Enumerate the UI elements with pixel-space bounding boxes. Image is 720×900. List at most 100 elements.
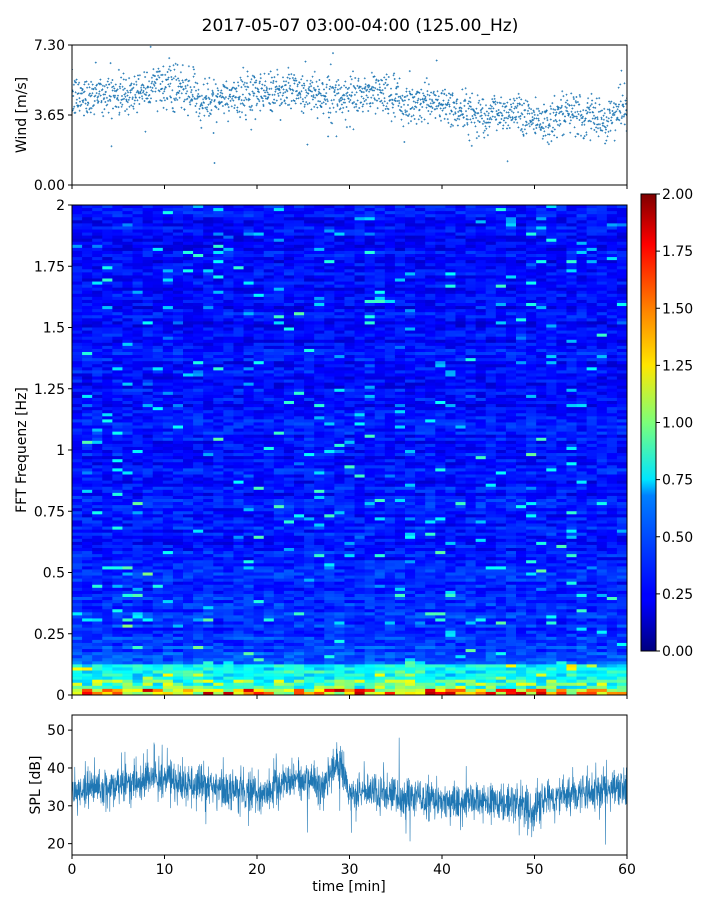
spectrogram-cell bbox=[152, 471, 164, 475]
spectrogram-cell bbox=[425, 330, 436, 334]
spectrogram-cell bbox=[536, 471, 547, 475]
spectrogram-cell bbox=[435, 266, 446, 270]
spectrogram-cell bbox=[425, 453, 436, 457]
spectrogram-cell bbox=[606, 471, 618, 475]
spectrogram-cell bbox=[203, 318, 214, 322]
spectrogram-cell bbox=[283, 339, 295, 344]
spectrogram-cell bbox=[516, 321, 527, 325]
spectrogram-cell bbox=[152, 235, 164, 239]
spectrogram-cell bbox=[415, 269, 426, 273]
spectrogram-cell bbox=[505, 394, 517, 399]
spectrogram-cell bbox=[223, 299, 234, 304]
spectrogram-cell bbox=[616, 373, 628, 377]
spectrogram-cell bbox=[546, 477, 557, 481]
spectrogram-cell bbox=[475, 315, 487, 319]
spectrogram-cell bbox=[586, 260, 598, 264]
spectrogram-cell bbox=[314, 370, 325, 374]
spectrogram-cell bbox=[485, 419, 497, 423]
spectrogram-cell bbox=[183, 446, 194, 451]
spectrogram-cell bbox=[445, 220, 456, 224]
spectrogram-cell bbox=[263, 394, 275, 399]
spectrogram-cell bbox=[606, 352, 618, 356]
spectrogram-cell bbox=[405, 306, 416, 310]
spectrogram-cell bbox=[516, 410, 527, 414]
spectrogram-cell bbox=[112, 443, 123, 448]
spectrogram-cell bbox=[243, 211, 254, 215]
spectrogram-cell bbox=[324, 339, 335, 344]
spectrogram-cell bbox=[445, 382, 456, 386]
spectrogram-cell bbox=[183, 315, 194, 319]
spectrogram-cell bbox=[132, 330, 143, 334]
spectrogram-cell bbox=[193, 358, 204, 362]
spectrogram-cell bbox=[516, 425, 527, 429]
spectrogram-cell bbox=[334, 422, 345, 426]
spectrogram-cell bbox=[596, 355, 608, 359]
spectrogram-cell bbox=[465, 358, 476, 362]
spectrogram-cell bbox=[132, 208, 143, 212]
spectrogram-cell bbox=[516, 462, 527, 466]
spectrogram-cell bbox=[142, 453, 154, 457]
spectrogram-cell bbox=[294, 440, 305, 445]
spectrogram-cell bbox=[556, 355, 567, 359]
spectrogram-cell bbox=[546, 284, 557, 288]
spectrogram-cell bbox=[606, 296, 618, 301]
spectrogram-cell bbox=[102, 382, 113, 386]
spectrogram-cell bbox=[586, 290, 598, 295]
spectrogram-cell bbox=[374, 391, 386, 396]
spectrogram-cell bbox=[405, 397, 416, 402]
spectrogram-cell bbox=[233, 437, 244, 442]
spectrogram-cell bbox=[505, 462, 517, 466]
spectrogram-cell bbox=[102, 462, 113, 466]
spectrogram-cell bbox=[455, 211, 466, 215]
spectrogram-cell bbox=[516, 348, 527, 353]
spectrogram-cell bbox=[162, 428, 174, 432]
spectrogram-cell bbox=[465, 299, 476, 304]
spectrogram-cell bbox=[606, 266, 618, 270]
spectrogram-cell bbox=[253, 468, 265, 472]
spectrogram-cell bbox=[203, 465, 214, 469]
spectrogram-cell bbox=[324, 431, 335, 435]
spectrogram-cell bbox=[354, 474, 365, 478]
spectrogram-cell bbox=[405, 453, 416, 457]
spectrogram-cell bbox=[394, 425, 406, 429]
spectrogram-cell bbox=[405, 238, 416, 243]
spectrogram-cell bbox=[505, 278, 517, 282]
spectrogram-cell bbox=[223, 376, 234, 380]
spectrogram-cell bbox=[485, 266, 497, 270]
spectrogram-cell bbox=[183, 257, 194, 261]
spectrogram-cell bbox=[294, 318, 305, 322]
spectrogram-cell bbox=[132, 468, 143, 472]
spectrogram-cell bbox=[576, 208, 587, 212]
spectrogram-cell bbox=[253, 342, 265, 347]
spectrogram-cell bbox=[505, 257, 517, 261]
spectrogram-cell bbox=[465, 453, 476, 457]
spectrogram-cell bbox=[213, 330, 224, 334]
spectrogram-cell bbox=[324, 293, 335, 298]
spectrogram-cell bbox=[183, 229, 194, 233]
spectrogram-cell bbox=[374, 410, 386, 414]
spectrogram-cell bbox=[193, 254, 204, 258]
spectrogram-cell bbox=[314, 352, 325, 356]
spectrogram-cell bbox=[425, 263, 436, 267]
spectrogram-cell bbox=[334, 364, 345, 368]
spectrogram-cell bbox=[72, 330, 83, 334]
spectrogram-cell bbox=[334, 235, 345, 239]
spectrogram-cell bbox=[72, 214, 83, 218]
spectrogram-cell bbox=[405, 440, 416, 445]
spectrogram-cell bbox=[556, 431, 567, 435]
spectrogram-cell bbox=[425, 290, 436, 295]
spectrogram-cell bbox=[283, 401, 295, 405]
spectrogram-cell bbox=[576, 450, 587, 454]
spectrogram-cell bbox=[213, 217, 224, 221]
spectrogram-cell bbox=[384, 330, 396, 334]
spectrogram-cell bbox=[132, 376, 143, 380]
spectrogram-cell bbox=[82, 330, 93, 334]
spectrogram-cell bbox=[273, 477, 285, 481]
spectrogram-cell bbox=[112, 235, 123, 239]
spectrogram-cell bbox=[82, 446, 93, 451]
spectrogram-cell bbox=[364, 296, 376, 301]
spectrogram-cell bbox=[243, 254, 254, 258]
spectrogram-cell bbox=[172, 407, 184, 411]
spectrogram-cell bbox=[526, 391, 537, 396]
spectrogram-cell bbox=[152, 232, 164, 236]
